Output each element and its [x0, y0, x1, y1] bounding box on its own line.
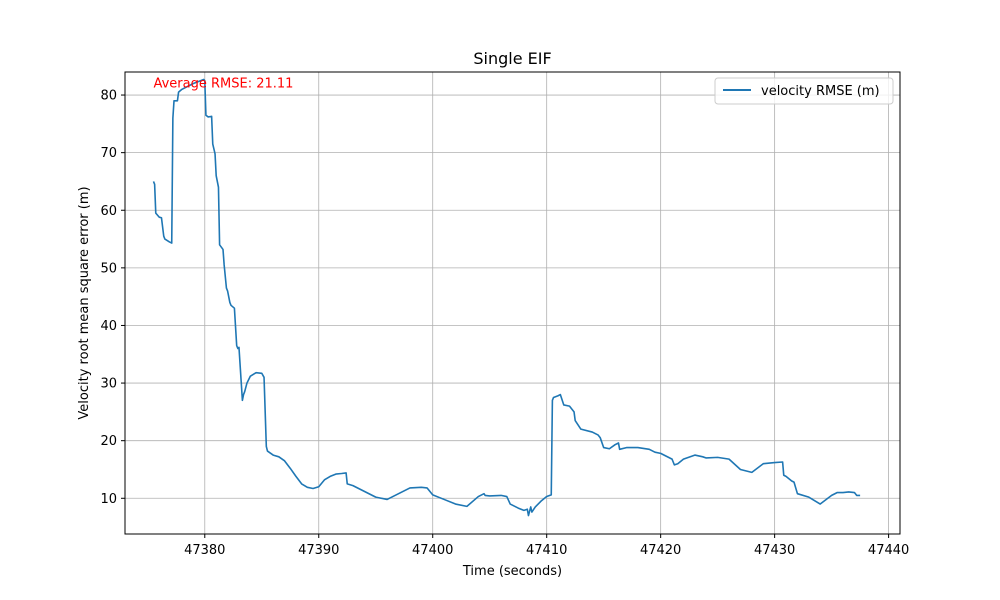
y-tick-label: 70 [100, 146, 117, 161]
x-tick-label: 47400 [412, 543, 453, 558]
y-tick-label: 10 [100, 492, 117, 507]
legend-box [714, 77, 894, 105]
series-layer [152, 78, 861, 517]
x-tick-label: 47420 [640, 543, 681, 558]
x-axis: 47380 47390 47400 47410 47420 47430 47440 [184, 534, 909, 558]
plot-frame [124, 71, 901, 535]
x-tick-label: 47430 [754, 543, 795, 558]
x-axis-label: Time (seconds) [462, 564, 562, 579]
y-tick-label: 20 [100, 434, 117, 449]
y-axis: 10 20 30 40 50 60 70 80 [100, 89, 125, 507]
y-tick-label: 80 [100, 89, 117, 104]
grid [125, 72, 900, 534]
chart-title: Single EIF [473, 49, 551, 68]
legend-label: velocity RMSE (m) [761, 84, 880, 99]
x-tick-label: 47390 [298, 543, 339, 558]
average-rmse-annotation: Average RMSE: 21.11 [153, 76, 293, 91]
y-tick-label: 50 [100, 261, 117, 276]
y-tick-label: 60 [100, 204, 117, 219]
legend: velocity RMSE (m) [714, 77, 894, 105]
x-tick-label: 47410 [526, 543, 567, 558]
series-line [152, 78, 861, 517]
y-tick-label: 30 [100, 377, 117, 392]
y-tick-label: 40 [100, 319, 117, 334]
x-tick-label: 47440 [868, 543, 909, 558]
x-tick-label: 47380 [184, 543, 225, 558]
y-axis-label: Velocity root mean square error (m) [77, 186, 92, 419]
